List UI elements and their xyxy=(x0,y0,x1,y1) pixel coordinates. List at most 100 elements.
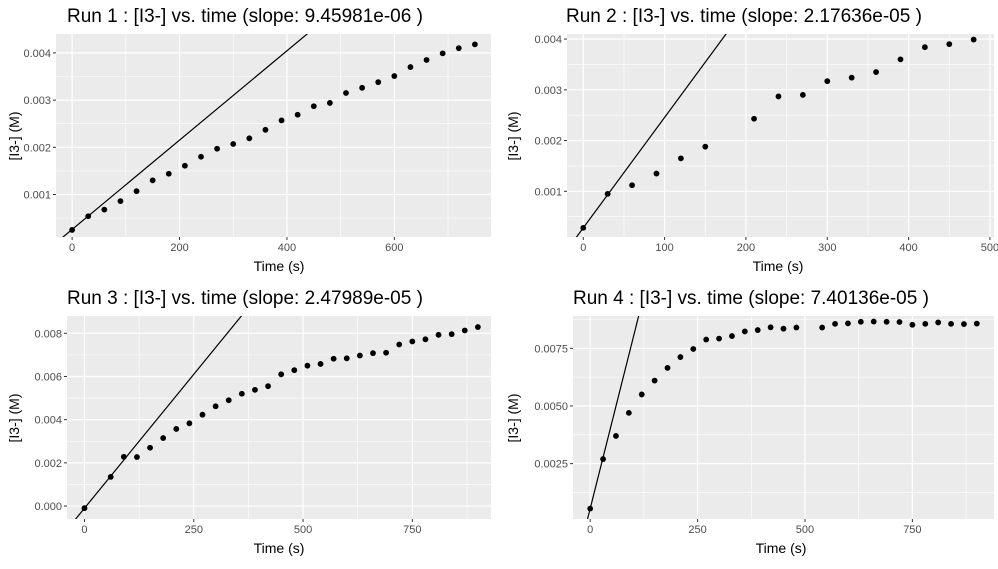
data-point xyxy=(383,349,389,356)
y-tick-label: 0.000 xyxy=(34,501,62,513)
data-points xyxy=(587,318,980,512)
y-axis-title: [I3-] (M) xyxy=(6,394,22,443)
data-point xyxy=(638,391,645,398)
x-tick-label: 750 xyxy=(903,524,921,536)
data-point xyxy=(134,454,140,460)
x-tick-label: 600 xyxy=(385,242,403,254)
data-point xyxy=(435,331,442,338)
data-point xyxy=(291,367,298,374)
data-point xyxy=(832,320,838,327)
data-point xyxy=(653,170,660,177)
data-point xyxy=(422,336,429,343)
data-point xyxy=(455,45,462,52)
data-points xyxy=(580,36,977,231)
data-point xyxy=(278,117,285,124)
y-tick-label: 0.0050 xyxy=(534,401,568,413)
data-point xyxy=(199,411,206,418)
data-point xyxy=(343,355,350,362)
panel-title: Run 4 : [I3-] vs. time (slope: 7.40136e-… xyxy=(573,288,929,309)
data-point xyxy=(461,327,468,334)
data-point xyxy=(702,143,709,150)
y-axis-title: [I3-] (M) xyxy=(6,112,22,161)
data-point xyxy=(677,354,684,360)
panel-title: Run 1 : [I3-] vs. time (slope: 9.45981e-… xyxy=(67,6,423,27)
y-tick-label: 0.006 xyxy=(34,371,62,383)
x-tick-label: 500 xyxy=(981,242,998,254)
fit-line xyxy=(62,34,309,237)
gridlines xyxy=(573,316,994,519)
plot-background xyxy=(56,34,491,237)
x-tick-label: 0 xyxy=(81,524,87,536)
data-point xyxy=(848,74,855,81)
y-tick-label: 0.003 xyxy=(23,95,51,107)
data-point xyxy=(310,103,317,110)
data-point xyxy=(317,361,324,367)
data-point xyxy=(262,126,269,133)
data-point xyxy=(664,365,671,371)
data-point xyxy=(294,111,301,118)
data-point xyxy=(69,227,76,233)
data-point xyxy=(448,331,455,338)
fit-line xyxy=(575,34,727,237)
x-tick-label: 400 xyxy=(899,242,917,254)
data-point xyxy=(677,155,684,162)
y-tick-label: 0.004 xyxy=(534,34,562,46)
y-tick-label: 0.0075 xyxy=(534,343,568,355)
plot-background xyxy=(567,34,994,237)
y-tick-label: 0.004 xyxy=(34,415,62,427)
data-point xyxy=(824,78,831,85)
x-tick-label: 0 xyxy=(587,524,593,536)
data-point xyxy=(948,320,954,327)
gridlines xyxy=(567,34,994,237)
data-point xyxy=(252,386,258,393)
y-tick-label: 0.001 xyxy=(23,190,51,202)
data-point xyxy=(343,90,349,96)
data-point xyxy=(716,335,722,342)
data-point xyxy=(375,79,382,86)
x-tick-label: 300 xyxy=(818,242,836,254)
y-tick-label: 0.0025 xyxy=(534,459,568,471)
data-point xyxy=(780,325,787,332)
data-point xyxy=(101,206,108,213)
panel-run-2: Run 2 : [I3-] vs. time (slope: 2.17636e-… xyxy=(505,6,998,274)
data-point xyxy=(81,505,88,512)
data-point xyxy=(326,100,333,106)
data-point xyxy=(117,198,124,205)
data-point xyxy=(883,318,890,325)
panel-run-3: Run 3 : [I3-] vs. time (slope: 2.47989e-… xyxy=(6,288,491,556)
x-tick-label: 0 xyxy=(580,242,586,254)
data-point xyxy=(897,56,904,63)
gridlines xyxy=(67,316,491,519)
data-point xyxy=(120,453,127,460)
data-point xyxy=(870,318,877,325)
x-tick-label: 200 xyxy=(737,242,755,254)
data-point xyxy=(238,390,245,397)
data-point xyxy=(160,435,167,441)
x-axis-title: Time (s) xyxy=(756,540,807,556)
data-points xyxy=(81,324,481,512)
x-tick-label: 500 xyxy=(294,524,312,536)
x-tick-label: 100 xyxy=(655,242,673,254)
data-point xyxy=(703,336,710,343)
data-point xyxy=(973,320,980,327)
data-point xyxy=(304,362,311,369)
data-point xyxy=(278,371,285,378)
fit-line xyxy=(74,316,243,519)
x-tick-label: 500 xyxy=(796,524,814,536)
x-tick-label: 250 xyxy=(185,524,203,536)
data-point xyxy=(133,188,140,195)
plot-background xyxy=(67,316,491,519)
data-point xyxy=(165,170,172,177)
data-point xyxy=(793,324,800,331)
data-point xyxy=(587,505,594,512)
data-point xyxy=(85,213,92,220)
data-point xyxy=(407,64,414,70)
panel-title: Run 2 : [I3-] vs. time (slope: 2.17636e-… xyxy=(566,6,922,27)
data-points xyxy=(69,41,478,233)
data-point xyxy=(147,444,153,451)
data-point xyxy=(751,115,757,122)
y-tick-label: 0.008 xyxy=(34,328,62,340)
data-point xyxy=(845,320,851,327)
data-point xyxy=(359,84,366,91)
